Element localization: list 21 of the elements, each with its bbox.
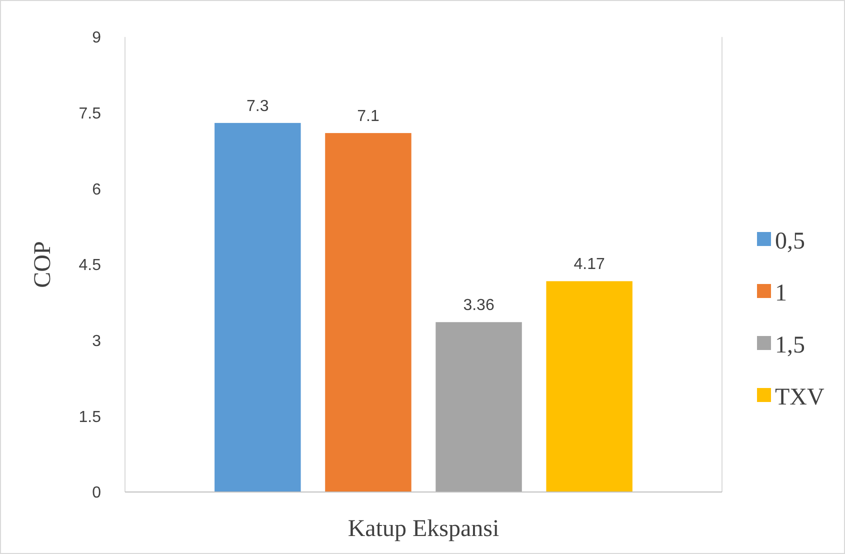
data-label: 7.1 [357, 108, 380, 126]
legend-label: 1,5 [775, 332, 805, 358]
bar [214, 122, 301, 492]
y-tick-label: 1.5 [78, 408, 102, 426]
data-label: 3.36 [463, 297, 494, 314]
legend-label: 0,5 [775, 228, 805, 254]
bar [546, 281, 632, 492]
y-tick-label: 7.5 [78, 105, 102, 122]
bar [325, 133, 412, 492]
legend-label: TXV [775, 384, 825, 410]
x-axis-title: Katup Ekspansi [348, 516, 500, 542]
y-tick-label: 4.5 [78, 257, 102, 274]
data-label: 4.17 [574, 256, 606, 274]
legend-label: 1 [775, 280, 787, 306]
y-axis-title: COP [30, 241, 56, 288]
bar [436, 322, 522, 492]
y-tick-label: 9 [92, 30, 102, 47]
y-tick-label: 6 [92, 181, 102, 198]
y-tick-label: 0 [92, 484, 102, 502]
data-label: 7.3 [246, 98, 269, 115]
y-tick-label: 3 [92, 332, 102, 350]
